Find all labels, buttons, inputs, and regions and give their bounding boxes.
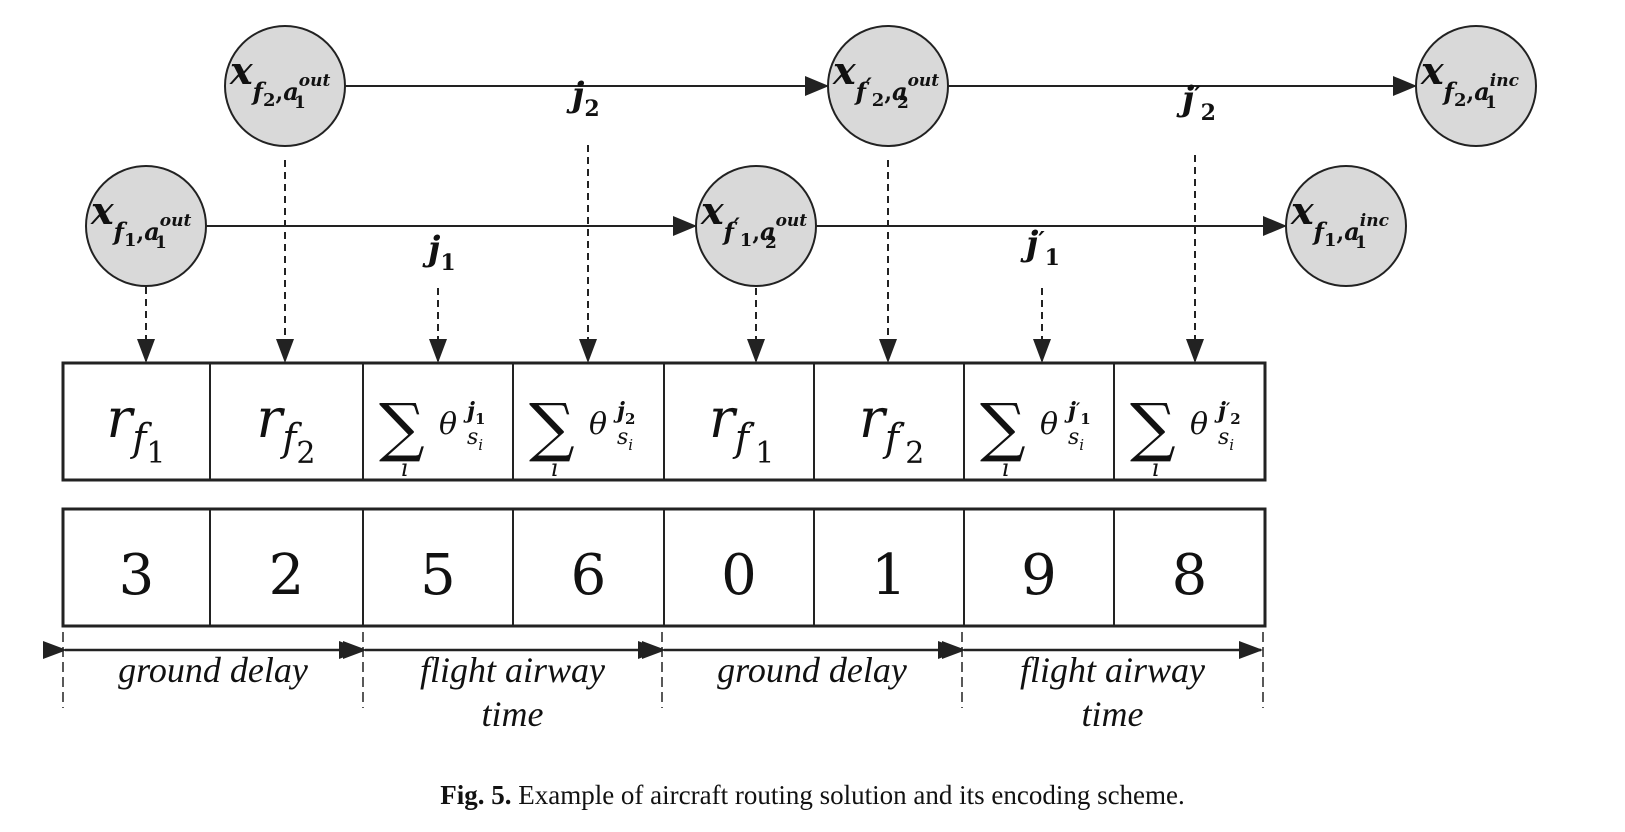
gene-cell: rf1 (107, 387, 166, 471)
node-circle (1285, 165, 1407, 287)
sum-index: i (551, 454, 559, 482)
delay-symbol: rf′1 (709, 387, 774, 471)
node-circle (827, 25, 949, 147)
span-segment: ground delay (642, 641, 962, 690)
gene-value: 6 (571, 543, 607, 608)
sum-symbol: ∑ (980, 391, 1026, 465)
node-label-sub: 2 (897, 93, 909, 113)
span-segment: ground delay (43, 641, 363, 690)
span-label: flight airway (420, 650, 605, 690)
theta-subscript: si (617, 425, 633, 454)
node-label-sub: 1 (1355, 233, 1367, 253)
edge-label-j2: j2 (566, 75, 600, 122)
theta-term: θ (1190, 407, 1208, 442)
node-label: xf1,ainc (1290, 188, 1390, 251)
span-label: time (482, 694, 544, 734)
node-label-sub: 1 (1485, 93, 1497, 113)
node-circle (224, 25, 346, 147)
node-label-sub: 2 (765, 233, 777, 253)
figure-caption-text: Example of aircraft routing solution and… (511, 780, 1185, 810)
node-label: xf2,aout (229, 48, 330, 111)
theta-term: θ (589, 407, 607, 442)
theta-subscript: si (467, 425, 483, 454)
edge-label-j1: j1 (422, 229, 456, 276)
node-layer: xf2,aout1xf′2,aout2xf2,ainc1xf1,aout1xf′… (85, 25, 1537, 287)
node-label: xf′2,aout (832, 48, 939, 111)
span-label: flight airway (1020, 650, 1205, 690)
gene-value: 2 (269, 543, 305, 608)
gene-cell: ∑i θ j′1si (980, 391, 1091, 482)
span-label: time (1082, 694, 1144, 734)
gene-value: 0 (721, 543, 757, 608)
theta-superscript: j′2 (1214, 398, 1241, 428)
delay-symbol: rf2 (257, 387, 316, 471)
sum-symbol: ∑ (1130, 391, 1176, 465)
theta-term: θ (1040, 407, 1058, 442)
sum-index: i (401, 454, 409, 482)
sum-index: i (1152, 454, 1160, 482)
figure-label: Fig. 5. (440, 780, 512, 810)
gene-value: 3 (119, 543, 155, 608)
gene-cell: rf′2 (859, 387, 924, 471)
theta-superscript: j2 (613, 398, 635, 428)
gene-value: 1 (871, 543, 907, 608)
delay-symbol: rf1 (107, 387, 166, 471)
gene-cell: rf′1 (709, 387, 774, 471)
theta-term: θ (439, 407, 457, 442)
node-label-sub: 1 (155, 233, 167, 253)
node-circle (85, 165, 207, 287)
gene-value: 9 (1021, 543, 1057, 608)
gene-cell: rf2 (257, 387, 316, 471)
theta-subscript: si (1068, 425, 1084, 454)
node-circle (1415, 25, 1537, 147)
node-label: xf2,ainc (1420, 48, 1520, 111)
node-label-sub: 1 (294, 93, 306, 113)
gene-cell: ∑i θ j′2si (1130, 391, 1241, 482)
span-label: ground delay (717, 650, 907, 690)
node-circle (695, 165, 817, 287)
theta-superscript: j′1 (1064, 398, 1091, 428)
routing-encoding-diagram: j2 j′2j1 j′1 xf2,aout1xf′2,aout2xf2,ainc1x… (43, 25, 1537, 734)
theta-superscript: j1 (463, 398, 485, 428)
node-label: xf′1,aout (700, 188, 807, 251)
figure-caption: Fig. 5. Example of aircraft routing solu… (0, 780, 1625, 811)
sum-symbol: ∑ (529, 391, 575, 465)
gene-value: 8 (1172, 543, 1208, 608)
delay-symbol: rf′2 (859, 387, 924, 471)
span-label: ground delay (118, 650, 308, 690)
sum-index: i (1002, 454, 1010, 482)
sum-symbol: ∑ (379, 391, 425, 465)
node-label: xf1,aout (90, 188, 191, 251)
edge-label-j1p: j′1 (1020, 224, 1060, 271)
theta-subscript: si (1218, 425, 1234, 454)
gene-value: 5 (420, 543, 456, 608)
